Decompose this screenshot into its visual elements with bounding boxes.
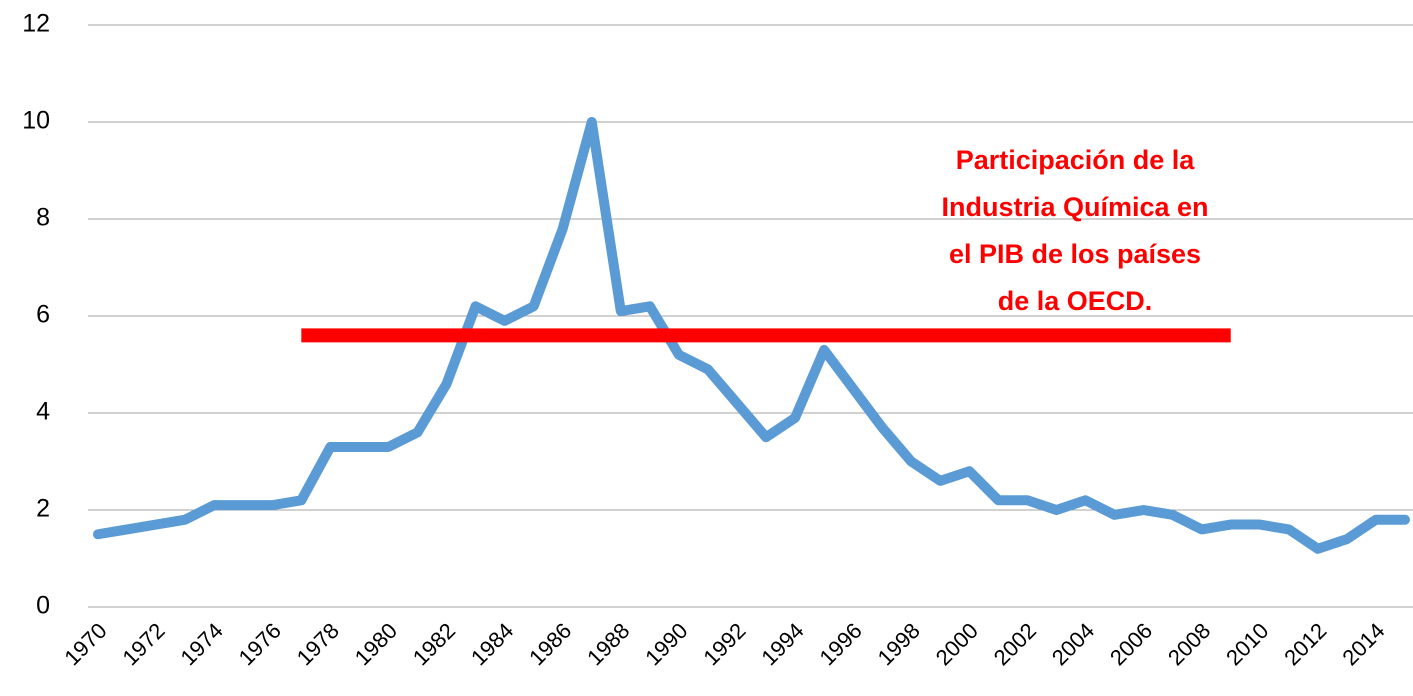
y-tick-label: 10 — [22, 107, 50, 135]
x-tick-label: 1994 — [756, 618, 808, 670]
data-line — [93, 117, 1410, 554]
annotation: el PIB de los países — [949, 239, 1201, 269]
x-tick-label: 1974 — [176, 618, 228, 670]
y-tick-label: 6 — [36, 301, 50, 329]
x-tick-label: 2010 — [1221, 618, 1273, 670]
x-tick-label: 1998 — [873, 618, 925, 670]
x-tick-label: 2008 — [1163, 618, 1215, 670]
annotation: Industria Química en — [941, 192, 1208, 222]
x-tick-label: 1990 — [640, 618, 692, 670]
x-tick-label: 2002 — [989, 618, 1041, 670]
x-tick-label: 2014 — [1337, 618, 1389, 670]
x-tick-label: 2012 — [1279, 618, 1331, 670]
x-tick-label: 1976 — [234, 618, 286, 670]
x-tick-label: 1982 — [408, 618, 460, 670]
x-tick-label: 1980 — [350, 618, 402, 670]
x-tick-label: 1996 — [815, 618, 867, 670]
annotation: de la OECD. — [998, 286, 1153, 316]
x-tick-label: 2000 — [931, 618, 983, 670]
annotation: Participación de la — [956, 145, 1196, 175]
x-tick-label: 1986 — [524, 618, 576, 670]
y-tick-label: 8 — [36, 204, 50, 232]
x-tick-label: 1970 — [59, 618, 111, 670]
x-tick-label: 1988 — [582, 618, 634, 670]
x-tick-label: 2006 — [1105, 618, 1157, 670]
y-tick-label: 2 — [36, 495, 50, 523]
y-tick-label: 12 — [22, 10, 50, 38]
x-tick-label: 1978 — [292, 618, 344, 670]
x-tick-label: 2004 — [1047, 618, 1099, 670]
x-tick-label: 1972 — [117, 618, 169, 670]
y-tick-label: 0 — [36, 592, 50, 620]
x-tick-label: 1984 — [466, 618, 518, 670]
y-tick-label: 4 — [36, 398, 50, 426]
x-tick-label: 1992 — [698, 618, 750, 670]
